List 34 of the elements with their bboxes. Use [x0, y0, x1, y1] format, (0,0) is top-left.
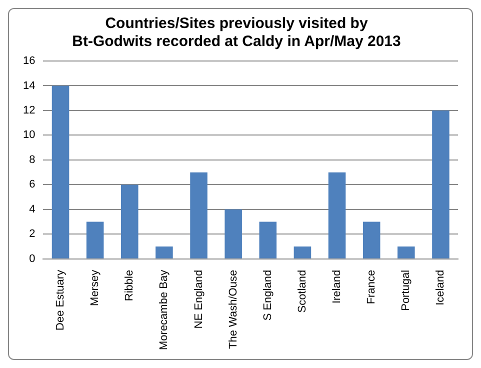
x-tick-label: France — [366, 270, 378, 304]
x-tick-label: Ribble — [124, 270, 136, 302]
y-tick-label: 12 — [22, 104, 36, 117]
bar — [294, 246, 312, 258]
x-tick-label: Dee Estuary — [54, 269, 67, 330]
y-tick-label: 8 — [29, 154, 36, 166]
bar — [398, 246, 415, 258]
y-tick-label: 10 — [22, 129, 36, 142]
y-tick-label: 0 — [29, 252, 36, 265]
bar — [328, 172, 346, 258]
x-tick-label: Iceland — [434, 270, 447, 306]
y-tick-label: 14 — [22, 80, 36, 92]
bar — [259, 222, 277, 258]
bar — [432, 110, 450, 258]
y-tick-label: 4 — [29, 203, 36, 216]
x-tick-label: Scotland — [296, 270, 308, 313]
y-tick-label: 2 — [29, 228, 36, 240]
bar — [362, 222, 380, 258]
bar — [121, 184, 138, 258]
bar — [224, 209, 242, 258]
bar — [86, 222, 104, 258]
x-tick-label: Ireland — [331, 270, 344, 304]
x-tick-label: Portugal — [400, 270, 412, 311]
bar — [156, 246, 173, 258]
bar — [190, 172, 208, 258]
x-tick-label: The Wash/Ouse — [227, 270, 240, 349]
bar — [52, 86, 70, 258]
chart-title: Countries/Sites previously visited by Bt-Godwits recorded at Caldy in Apr/May 2013 — [72, 15, 401, 50]
x-tick-label: NE England — [192, 270, 205, 329]
y-tick-label: 6 — [29, 178, 36, 191]
x-tick-label: S England — [262, 270, 274, 321]
y-tick-label: 16 — [22, 55, 36, 68]
x-tick-label: Morecambe Bay — [158, 269, 170, 350]
x-tick-label: Mersey — [89, 269, 102, 306]
